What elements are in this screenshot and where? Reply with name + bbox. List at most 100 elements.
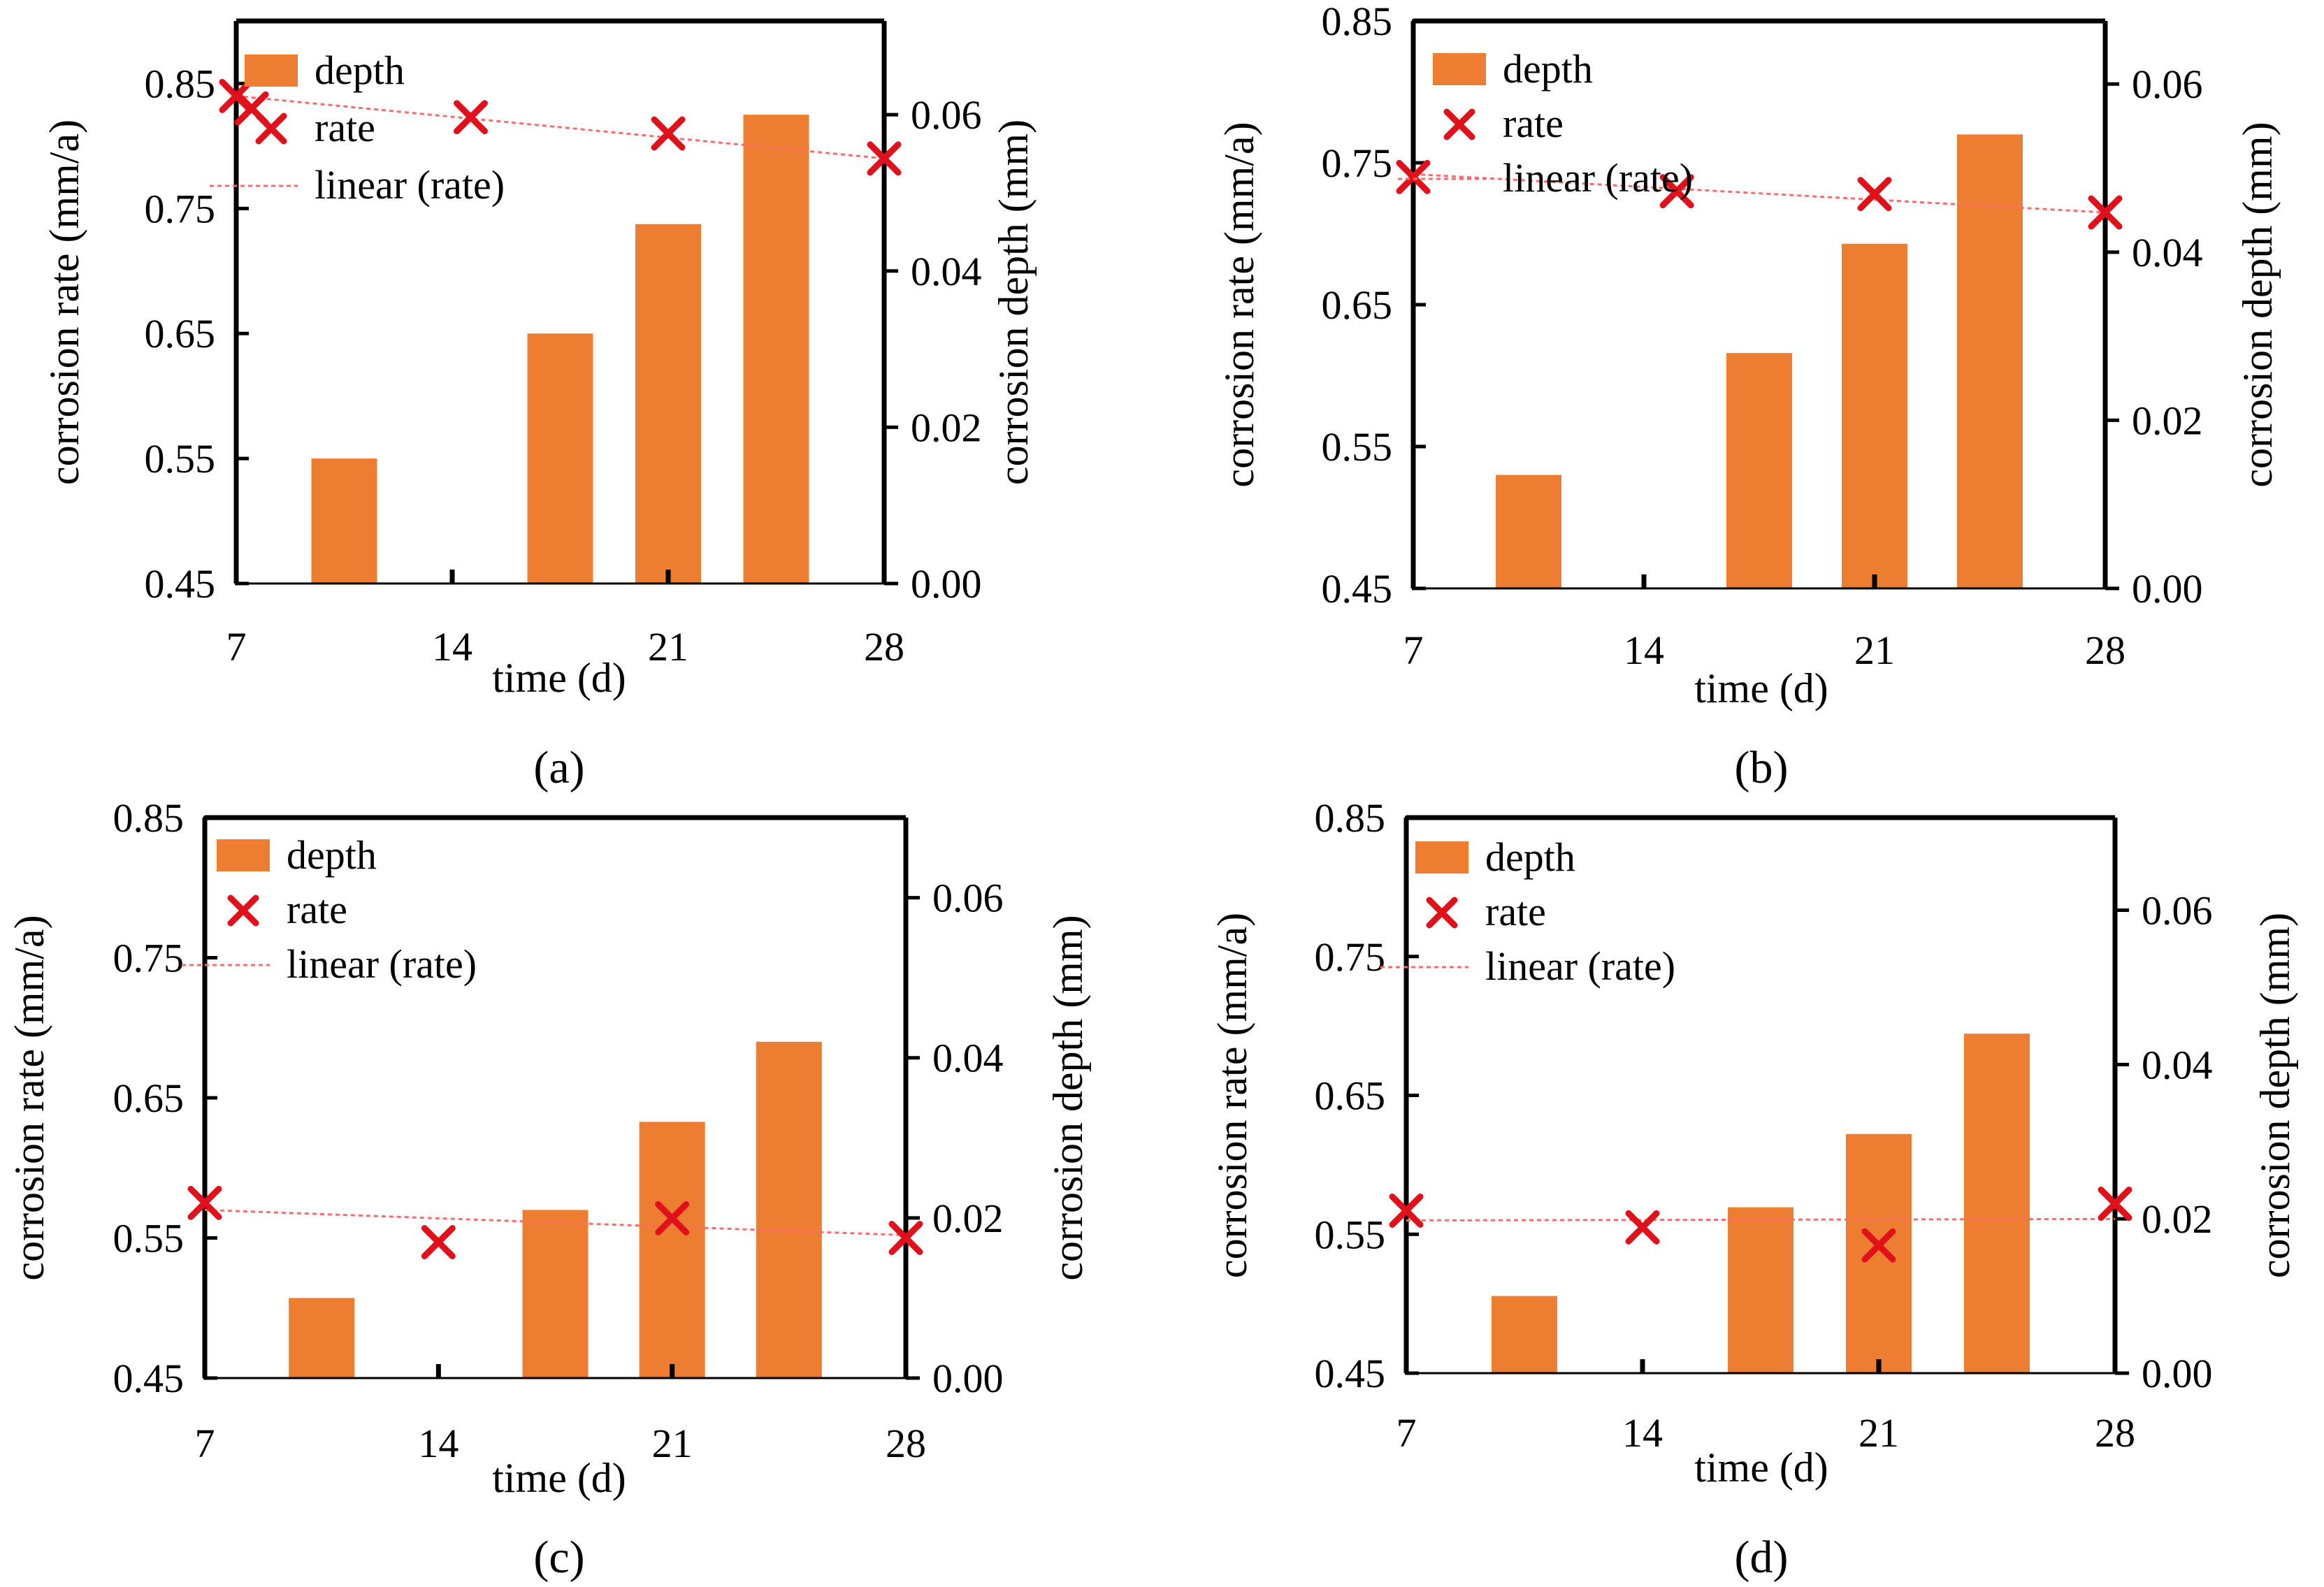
legend-depth-swatch: [1433, 53, 1486, 85]
legend-depth-swatch: [217, 839, 270, 871]
x-axis-label: time (d): [1694, 1444, 1828, 1491]
panel-label: (c): [533, 1532, 584, 1583]
left-tick-label: 0.85: [113, 795, 185, 841]
legend-depth-label: depth: [1485, 834, 1575, 880]
x-tick-label: 14: [418, 1421, 459, 1466]
rate-point: [453, 100, 488, 135]
legend-trend-label: linear (rate): [1503, 155, 1693, 201]
rate-point: [651, 116, 686, 151]
legend-rate-marker: [227, 894, 259, 927]
left-axis-label: corrosion rate (mm/a): [1209, 913, 1255, 1278]
left-tick-label: 0.45: [113, 1356, 185, 1401]
right-tick-label: 0.02: [2142, 1196, 2213, 1242]
depth-bar: [756, 1041, 822, 1378]
depth-bar: [522, 1210, 589, 1378]
x-tick-label: 21: [1859, 1410, 1899, 1456]
left-tick-label: 0.55: [145, 436, 216, 481]
left-tick-label: 0.85: [145, 61, 216, 106]
x-tick-label: 28: [2095, 1410, 2135, 1456]
rate-point: [1861, 1228, 1896, 1263]
rate-point: [187, 1185, 222, 1220]
left-tick-label: 0.65: [1322, 282, 1393, 328]
legend-rate-marker: [255, 113, 287, 145]
depth-bar: [1496, 474, 1561, 588]
rate-point: [1659, 174, 1694, 209]
left-tick-label: 0.55: [113, 1216, 185, 1261]
left-tick-label: 0.75: [1322, 140, 1393, 186]
right-tick-label: 0.04: [911, 249, 982, 294]
depth-bar: [1492, 1296, 1557, 1373]
rate-point: [867, 141, 902, 176]
right-tick-label: 0.00: [2132, 566, 2203, 611]
rate-trend-line: [1406, 1217, 2116, 1222]
right-tick-label: 0.00: [2142, 1351, 2213, 1396]
left-axis-label: corrosion rate (mm/a): [1216, 122, 1262, 487]
right-axis-label: corrosion depth (mm): [2252, 913, 2298, 1278]
right-tick-label: 0.06: [932, 876, 1004, 921]
rate-point: [421, 1225, 456, 1260]
depth-bar: [311, 458, 377, 584]
left-tick-label: 0.65: [113, 1075, 185, 1121]
depth-bar: [1846, 1133, 1912, 1373]
rate-point: [655, 1201, 690, 1235]
x-tick-label: 7: [195, 1421, 215, 1466]
rate-point: [1389, 1193, 1424, 1228]
rate-point: [1396, 159, 1431, 194]
right-tick-label: 0.02: [911, 405, 982, 450]
x-tick-label: 7: [1396, 1410, 1417, 1456]
legend-rate-label: rate: [287, 887, 347, 932]
legend-rate-marker: [1443, 108, 1475, 140]
depth-bar: [1842, 243, 1907, 588]
x-tick-label: 21: [652, 1421, 693, 1466]
legend-rate-label: rate: [1503, 101, 1564, 146]
right-axis-label: corrosion depth (mm): [2235, 122, 2281, 487]
left-tick-label: 0.65: [1315, 1073, 1386, 1119]
left-tick-label: 0.65: [145, 311, 216, 356]
x-tick-label: 14: [1622, 1410, 1663, 1456]
panel-label: (a): [533, 742, 584, 793]
right-tick-label: 0.00: [932, 1356, 1004, 1401]
depth-bar: [743, 115, 809, 584]
legend-depth-label: depth: [1503, 46, 1593, 92]
x-axis-label: time (d): [492, 655, 626, 701]
rate-trend-line: [204, 1208, 907, 1236]
depth-bar: [635, 224, 701, 584]
rate-point: [1625, 1210, 1660, 1245]
legend-rate-label: rate: [315, 105, 375, 150]
legend-trend-label: linear (rate): [315, 162, 505, 208]
right-axis-label: corrosion depth (mm): [990, 119, 1037, 485]
left-tick-label: 0.45: [1315, 1351, 1386, 1396]
left-tick-label: 0.75: [1315, 934, 1386, 980]
left-tick-label: 0.75: [113, 936, 185, 981]
x-tick-label: 21: [648, 624, 688, 669]
x-axis-label: time (d): [492, 1455, 626, 1501]
left-tick-label: 0.45: [1322, 566, 1393, 611]
depth-bar: [289, 1298, 355, 1378]
x-axis-label: time (d): [1694, 665, 1828, 711]
rate-point: [1857, 177, 1892, 212]
right-tick-label: 0.06: [2142, 888, 2213, 934]
rate-point: [888, 1221, 923, 1255]
rate-trend-line: [1413, 173, 2106, 214]
panel-label: (d): [1735, 1532, 1789, 1583]
rate-trend-line: [236, 94, 885, 160]
rate-point: [2098, 1187, 2132, 1222]
x-tick-label: 7: [226, 624, 247, 669]
right-tick-label: 0.04: [2142, 1042, 2213, 1087]
depth-bar: [527, 333, 593, 584]
right-tick-label: 0.04: [2132, 230, 2203, 275]
legend-trend-label: linear (rate): [1485, 943, 1675, 989]
x-tick-label: 21: [1854, 628, 1895, 673]
right-tick-label: 0.06: [2132, 61, 2203, 107]
x-tick-label: 28: [864, 624, 904, 669]
left-tick-label: 0.85: [1315, 795, 1386, 841]
left-tick-label: 0.45: [145, 561, 216, 607]
depth-bar: [639, 1122, 705, 1378]
left-axis-label: corrosion rate (mm/a): [41, 119, 87, 485]
right-tick-label: 0.02: [932, 1196, 1004, 1241]
panel-label: (b): [1735, 742, 1789, 793]
left-axis-label: corrosion rate (mm/a): [6, 915, 52, 1280]
depth-bar: [1726, 353, 1792, 588]
legend-depth-label: depth: [315, 48, 405, 93]
